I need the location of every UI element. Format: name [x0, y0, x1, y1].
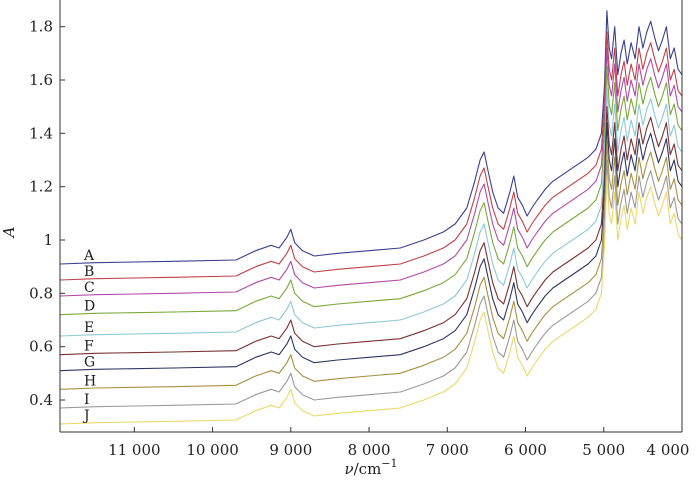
x-axis-title-symbol: ν — [344, 460, 353, 478]
y-tick-label: 0.6 — [29, 338, 53, 356]
series-line-c — [59, 47, 683, 297]
series-line-i — [59, 159, 683, 409]
series-label-a: A — [83, 248, 95, 264]
series-label-j: J — [82, 408, 90, 424]
x-axis-title-exponent: −1 — [381, 457, 397, 470]
x-tick-label: 10 000 — [186, 441, 239, 459]
series-line-d — [59, 66, 683, 316]
x-ticks: 11 000 10 000 9 000 8 000 7 000 6 000 5 000 4 0… — [108, 427, 689, 459]
x-axis-title-unit: /cm — [354, 460, 382, 478]
series-label-f: F — [84, 339, 94, 355]
series-line-g — [59, 122, 683, 372]
series-label-b: B — [84, 264, 94, 280]
y-tick-label: 1.4 — [29, 124, 53, 142]
series-label-g: G — [84, 355, 95, 371]
series-label-d: D — [84, 299, 95, 315]
series-line-b — [59, 31, 683, 281]
y-tick-label: 0.4 — [29, 391, 53, 409]
series-label-h: H — [84, 373, 96, 389]
series-line-a — [59, 10, 683, 265]
series-line-j — [59, 175, 683, 425]
x-axis-title: ν/cm−1 — [344, 457, 397, 478]
x-tick-label: 8 000 — [348, 441, 391, 459]
y-ticks: 0.4 0.6 0.8 1 1.2 1.4 1.6 1.8 — [29, 18, 65, 409]
y-tick-label: 1.8 — [29, 18, 53, 36]
x-tick-label: 7 000 — [426, 441, 469, 459]
series-label-e: E — [84, 320, 94, 336]
x-tick-label: 9 000 — [269, 441, 312, 459]
y-tick-label: 1.2 — [29, 178, 53, 196]
series-line-f — [59, 106, 683, 356]
series-line-e — [59, 87, 683, 337]
x-tick-label: 5 000 — [582, 441, 625, 459]
x-tick-label: 11 000 — [108, 441, 161, 459]
y-tick-label: 1.6 — [29, 71, 53, 89]
y-axis-title: A — [0, 226, 18, 239]
y-tick-label: 1 — [43, 231, 53, 249]
x-tick-label: 4 000 — [647, 441, 690, 459]
y-tick-label: 0.8 — [29, 284, 53, 302]
series-label-i: I — [84, 392, 90, 408]
x-tick-label: 6 000 — [504, 441, 547, 459]
series-line-h — [59, 140, 683, 390]
series-layer — [59, 10, 683, 425]
series-label-c: C — [84, 280, 95, 296]
